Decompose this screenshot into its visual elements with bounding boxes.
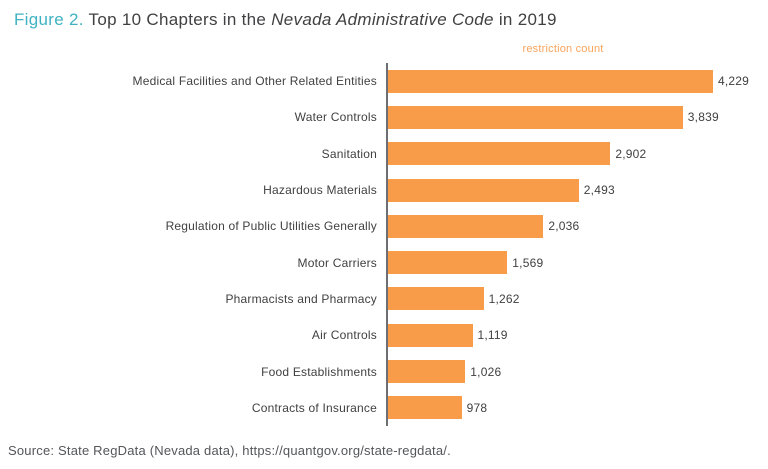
chart-row: Sanitation 2,902 [0, 136, 768, 172]
category-label: Air Controls [311, 328, 377, 343]
category-label: Motor Carriers [297, 255, 377, 270]
chart-row: Motor Carriers 1,569 [0, 244, 768, 280]
bar [386, 323, 473, 347]
plot-cell: 2,493 [386, 172, 768, 208]
y-axis-line [386, 63, 388, 426]
category-label: Pharmacists and Pharmacy [225, 291, 377, 306]
plot-cell: 4,229 [386, 63, 768, 99]
chart-row: Pharmacists and Pharmacy 1,262 [0, 281, 768, 317]
title-text-before: Top 10 Chapters in the [83, 10, 272, 29]
value-label: 2,493 [583, 183, 615, 198]
chart-row: Water Controls 3,839 [0, 99, 768, 135]
plot-cell: 3,839 [386, 99, 768, 135]
chart-row: Hazardous Materials 2,493 [0, 172, 768, 208]
chart-row: Medical Facilities and Other Related Ent… [0, 63, 768, 99]
value-label: 2,902 [615, 146, 647, 161]
plot-cell: 2,902 [386, 136, 768, 172]
chart-row: Air Controls 1,119 [0, 317, 768, 353]
bar [386, 178, 579, 202]
source-note: Source: State RegData (Nevada data), htt… [8, 443, 451, 458]
value-label: 1,569 [512, 255, 544, 270]
plot-cell: 2,036 [386, 208, 768, 244]
plot-cell: 1,569 [386, 244, 768, 280]
chart-rows: Medical Facilities and Other Related Ent… [0, 63, 768, 426]
value-label: 1,119 [477, 328, 508, 343]
value-label: 978 [466, 400, 488, 415]
value-label: 3,839 [687, 110, 719, 125]
category-label: Food Establishments [261, 364, 377, 379]
bar [386, 287, 484, 311]
title-text-after: in 2019 [493, 10, 557, 29]
chart-row: Food Establishments 1,026 [0, 353, 768, 389]
plot-cell: 1,262 [386, 281, 768, 317]
bar [386, 69, 713, 93]
plot-cell: 1,119 [386, 317, 768, 353]
bar [386, 142, 611, 166]
bar [386, 396, 462, 420]
x-axis-title: restriction count [522, 43, 604, 55]
bar [386, 214, 544, 238]
category-label: Regulation of Public Utilities Generally [165, 219, 377, 234]
value-label: 2,036 [548, 219, 580, 234]
chart-row: Regulation of Public Utilities Generally… [0, 208, 768, 244]
category-label: Water Controls [294, 110, 377, 125]
value-label: 4,229 [718, 74, 750, 89]
value-label: 1,026 [470, 364, 502, 379]
chart-row: Contracts of Insurance 978 [0, 390, 768, 426]
category-label: Hazardous Materials [263, 183, 377, 198]
category-label: Contracts of Insurance [251, 400, 377, 415]
figure-number-label: Figure 2. [14, 10, 84, 29]
bar [386, 105, 683, 129]
plot-cell: 978 [386, 390, 768, 426]
category-label: Medical Facilities and Other Related Ent… [132, 74, 377, 89]
title-italic-text: Nevada Administrative Code [271, 10, 494, 29]
category-label: Sanitation [321, 146, 377, 161]
figure-title: Figure 2. Top 10 Chapters in the Nevada … [0, 0, 768, 30]
bar [386, 360, 466, 384]
value-label: 1,262 [488, 291, 520, 306]
bar [386, 251, 508, 275]
plot-cell: 1,026 [386, 353, 768, 389]
